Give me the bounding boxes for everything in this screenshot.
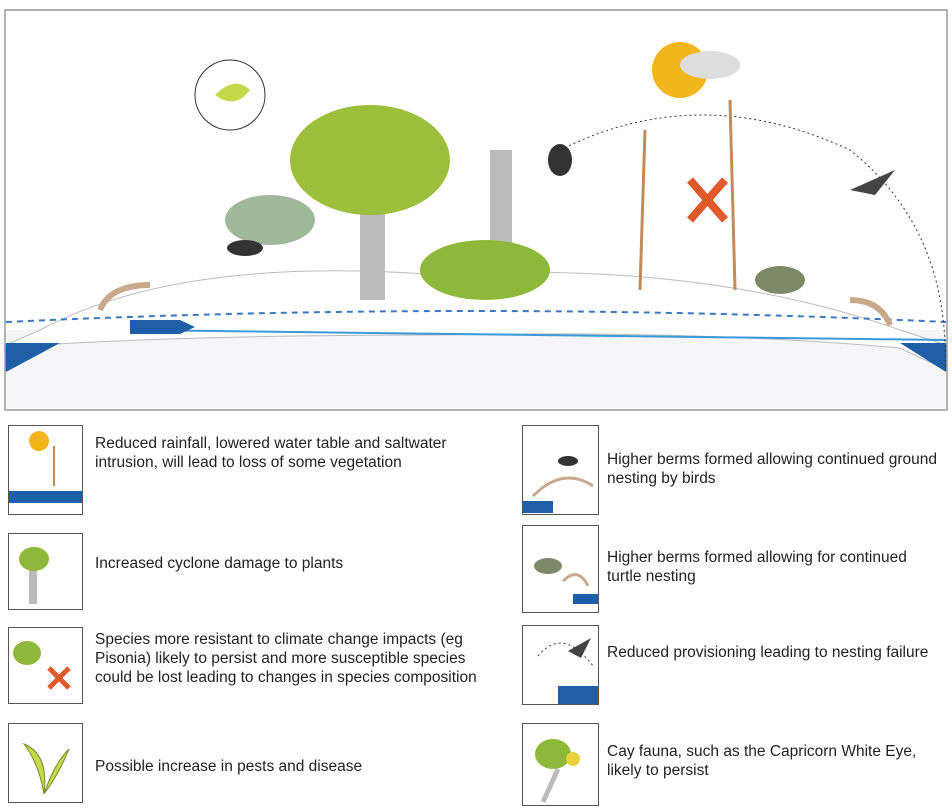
island-illustration xyxy=(0,0,952,412)
icon-shape xyxy=(563,575,588,586)
icon-shape xyxy=(543,769,558,802)
turtle xyxy=(755,266,805,294)
legend-icon xyxy=(522,425,599,515)
bird xyxy=(227,240,263,256)
icon-shape xyxy=(535,739,571,769)
legend-text: Reduced rainfall, lowered water table an… xyxy=(95,434,465,472)
legend-icon xyxy=(522,723,599,806)
legend-text: Species more resistant to climate change… xyxy=(95,630,485,687)
legend-icon xyxy=(522,625,599,705)
icon-shape xyxy=(49,668,69,688)
icon-art xyxy=(523,724,598,805)
legend-text: Higher berms formed allowing for continu… xyxy=(607,548,937,586)
icon-shape xyxy=(24,744,69,794)
icon-shape xyxy=(19,547,49,571)
shrub xyxy=(420,240,550,300)
legend-text: Reduced provisioning leading to nesting … xyxy=(607,643,937,662)
icon-shape xyxy=(558,456,578,466)
icon-shape xyxy=(533,478,593,496)
icon-art xyxy=(9,426,82,514)
icon-shape xyxy=(29,431,49,451)
icon-shape xyxy=(568,638,591,658)
legend-text: Possible increase in pests and disease xyxy=(95,757,465,776)
legend-icon xyxy=(8,425,83,515)
icon-art xyxy=(9,534,82,609)
legend-text: Cay fauna, such as the Capricorn White E… xyxy=(607,742,947,780)
legend-icon xyxy=(8,627,83,704)
page: Reduced rainfall, lowered water table an… xyxy=(0,0,952,810)
cloud xyxy=(680,51,740,79)
legend-icon xyxy=(8,723,83,803)
icon-shape xyxy=(573,594,598,604)
icon-art xyxy=(523,626,598,704)
icon-shape xyxy=(566,752,580,766)
icon-shape xyxy=(51,544,71,570)
legend-text: Increased cyclone damage to plants xyxy=(95,554,465,573)
icon-art xyxy=(523,526,598,612)
icon-art xyxy=(9,724,82,802)
legend-icon xyxy=(522,525,599,613)
legend-icon xyxy=(8,533,83,610)
bird xyxy=(548,144,572,176)
icon-shape xyxy=(9,491,82,503)
tree-canopy xyxy=(290,105,450,215)
shrub xyxy=(225,195,315,245)
icon-shape xyxy=(534,558,562,574)
icon-shape xyxy=(13,641,41,665)
icon-art xyxy=(523,426,598,514)
icon-shape xyxy=(558,686,598,704)
icon-art xyxy=(9,628,82,703)
icon-shape xyxy=(523,501,553,513)
legend-text: Higher berms formed allowing continued g… xyxy=(607,450,937,488)
sand xyxy=(6,330,946,409)
